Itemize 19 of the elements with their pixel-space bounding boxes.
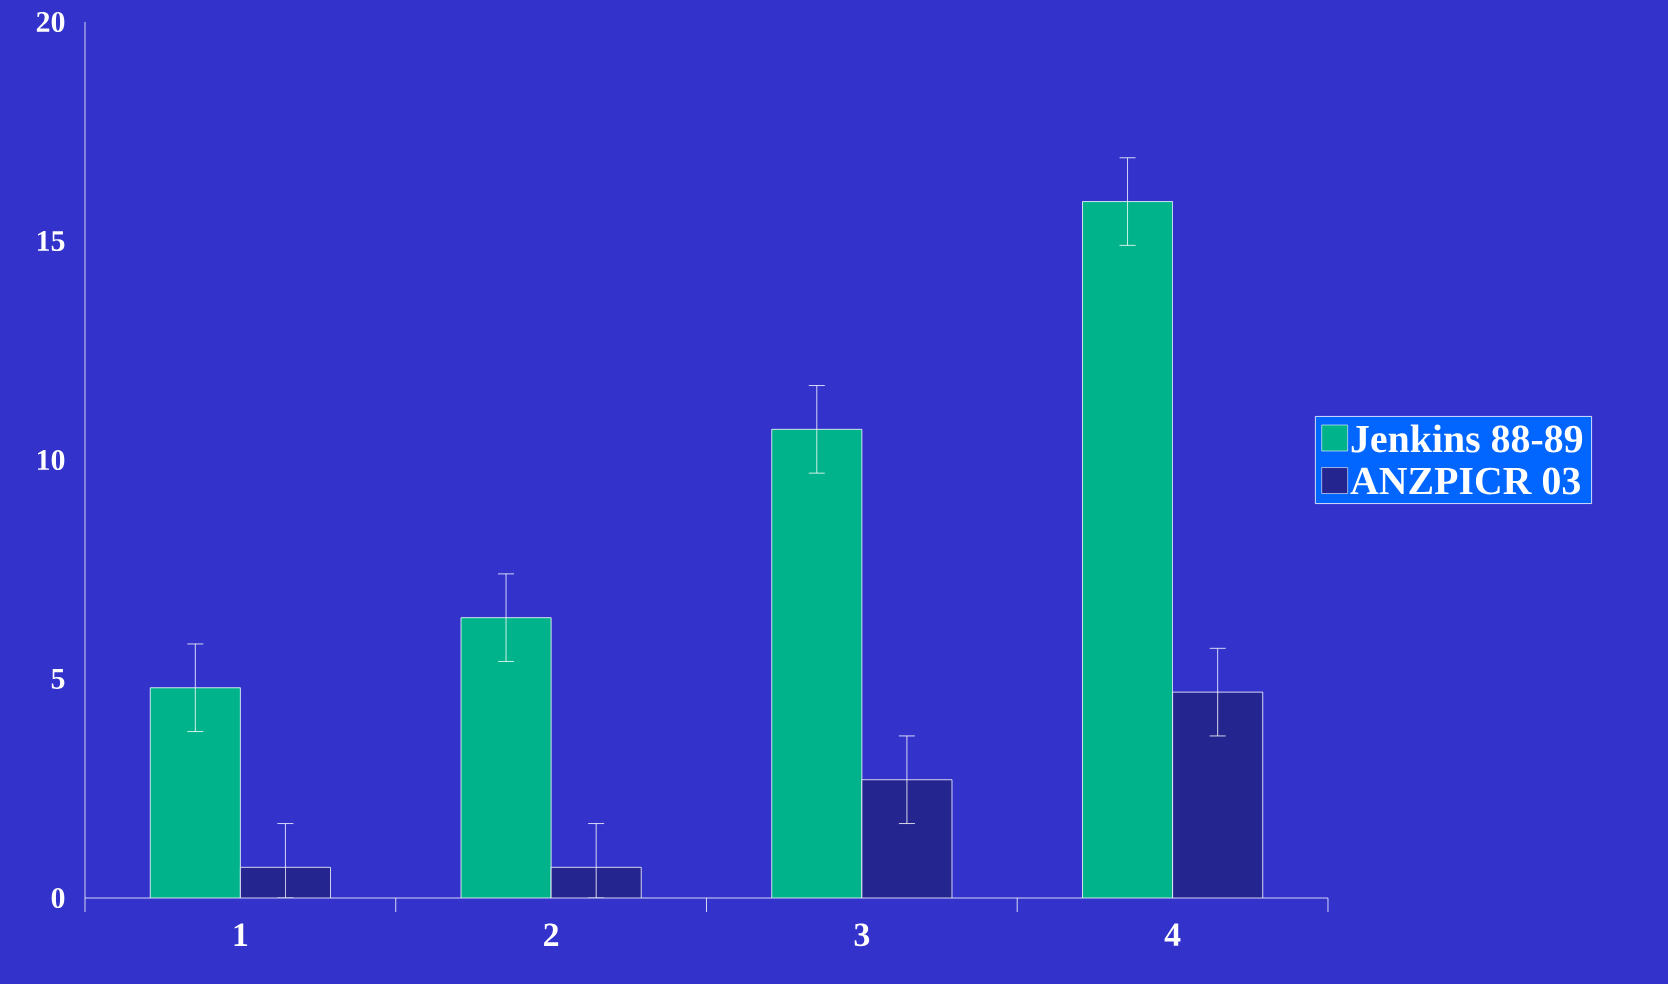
x-tick-label: 2 <box>544 923 559 946</box>
bar <box>771 429 862 898</box>
bar <box>551 867 642 898</box>
y-tick-label: 0 <box>51 887 65 909</box>
bar <box>461 617 552 898</box>
y-tick-label: 10 <box>37 449 65 471</box>
bar <box>240 867 331 898</box>
bar <box>861 779 952 898</box>
y-tick-label: 5 <box>51 669 65 689</box>
bar <box>1082 201 1173 898</box>
x-tick-label: 3 <box>854 923 870 947</box>
bar <box>150 687 241 898</box>
legend-label: ANZPICR 03 <box>1350 467 1580 495</box>
x-tick-label: 1 <box>234 923 248 946</box>
y-tick-label: 20 <box>36 11 65 33</box>
bar <box>1172 691 1264 898</box>
legend-label: Jenkins 88-89 <box>1351 424 1583 453</box>
y-tick-label: 15 <box>37 230 65 252</box>
x-tick-label: 4 <box>1164 923 1181 946</box>
